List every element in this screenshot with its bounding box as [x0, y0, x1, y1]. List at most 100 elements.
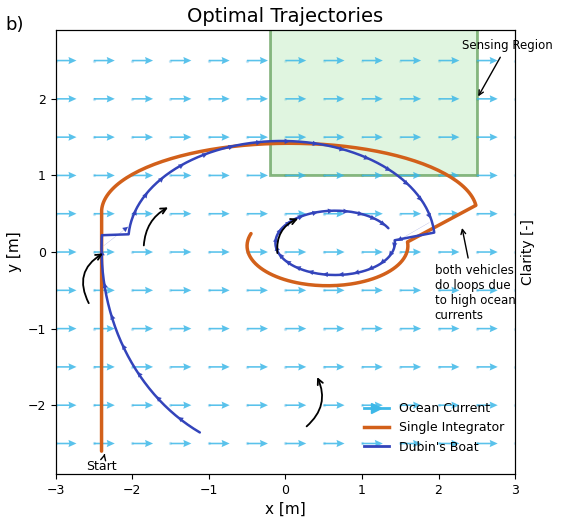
Point [89, 286, 98, 294]
Point [511, 210, 520, 218]
Point [434, 171, 443, 180]
Point [204, 171, 213, 180]
Point [434, 18, 443, 26]
Point [472, 324, 481, 333]
Point [319, 401, 328, 409]
Point [128, 477, 137, 486]
Point [319, 133, 328, 141]
Point [472, 363, 481, 371]
Point [396, 363, 405, 371]
Point [319, 363, 328, 371]
Point [243, 95, 252, 103]
Point [89, 133, 98, 141]
Point [434, 57, 443, 65]
Point [204, 477, 213, 486]
Point [434, 439, 443, 447]
Point [51, 477, 60, 486]
Point [357, 248, 366, 256]
Point [396, 401, 405, 409]
Point [204, 401, 213, 409]
Point [396, 477, 405, 486]
Point [128, 171, 137, 180]
Point [357, 286, 366, 294]
Point [128, 57, 137, 65]
Point [281, 133, 290, 141]
Point [511, 477, 520, 486]
Point [472, 477, 481, 486]
Point [204, 248, 213, 256]
Point [357, 18, 366, 26]
Point [89, 477, 98, 486]
Point [472, 210, 481, 218]
Point [166, 286, 175, 294]
Point [319, 477, 328, 486]
Point [472, 248, 481, 256]
Point [51, 171, 60, 180]
Point [243, 477, 252, 486]
Title: Optimal Trajectories: Optimal Trajectories [187, 7, 383, 26]
Point [166, 171, 175, 180]
Point [396, 248, 405, 256]
Point [281, 18, 290, 26]
Point [396, 95, 405, 103]
Point [166, 210, 175, 218]
Point [51, 248, 60, 256]
Point [243, 401, 252, 409]
Point [89, 401, 98, 409]
Point [281, 401, 290, 409]
Point [434, 210, 443, 218]
Point [128, 95, 137, 103]
Point [128, 133, 137, 141]
Point [472, 95, 481, 103]
Point [89, 95, 98, 103]
Point [51, 324, 60, 333]
Point [166, 18, 175, 26]
Point [396, 171, 405, 180]
Text: both vehicles
do loops due
to high ocean
currents: both vehicles do loops due to high ocean… [434, 230, 515, 322]
Point [434, 133, 443, 141]
Point [472, 18, 481, 26]
Point [434, 95, 443, 103]
Point [357, 477, 366, 486]
Point [472, 171, 481, 180]
Point [319, 57, 328, 65]
Point [281, 324, 290, 333]
X-axis label: x [m]: x [m] [265, 502, 306, 517]
Point [319, 95, 328, 103]
Point [472, 57, 481, 65]
Point [434, 286, 443, 294]
Point [319, 286, 328, 294]
Point [472, 401, 481, 409]
Bar [270, 22, 477, 176]
Y-axis label: Clarity [-]: Clarity [-] [520, 219, 534, 285]
Point [511, 248, 520, 256]
Point [511, 133, 520, 141]
Point [357, 210, 366, 218]
Point [243, 286, 252, 294]
Point [511, 401, 520, 409]
Point [166, 324, 175, 333]
Point [472, 133, 481, 141]
Point [166, 401, 175, 409]
Point [434, 324, 443, 333]
Point [51, 439, 60, 447]
Point [166, 363, 175, 371]
Point [357, 324, 366, 333]
Point [204, 133, 213, 141]
Point [166, 477, 175, 486]
Point [128, 363, 137, 371]
Point [319, 171, 328, 180]
Point [396, 324, 405, 333]
Point [357, 401, 366, 409]
Point [281, 57, 290, 65]
Point [281, 95, 290, 103]
Point [204, 210, 213, 218]
Point [243, 363, 252, 371]
Point [51, 95, 60, 103]
Point [243, 18, 252, 26]
Point [319, 439, 328, 447]
Point [281, 248, 290, 256]
Legend: Ocean Current, Single Integrator, Dubin's Boat: Ocean Current, Single Integrator, Dubin'… [359, 397, 509, 458]
Point [51, 401, 60, 409]
Point [281, 363, 290, 371]
